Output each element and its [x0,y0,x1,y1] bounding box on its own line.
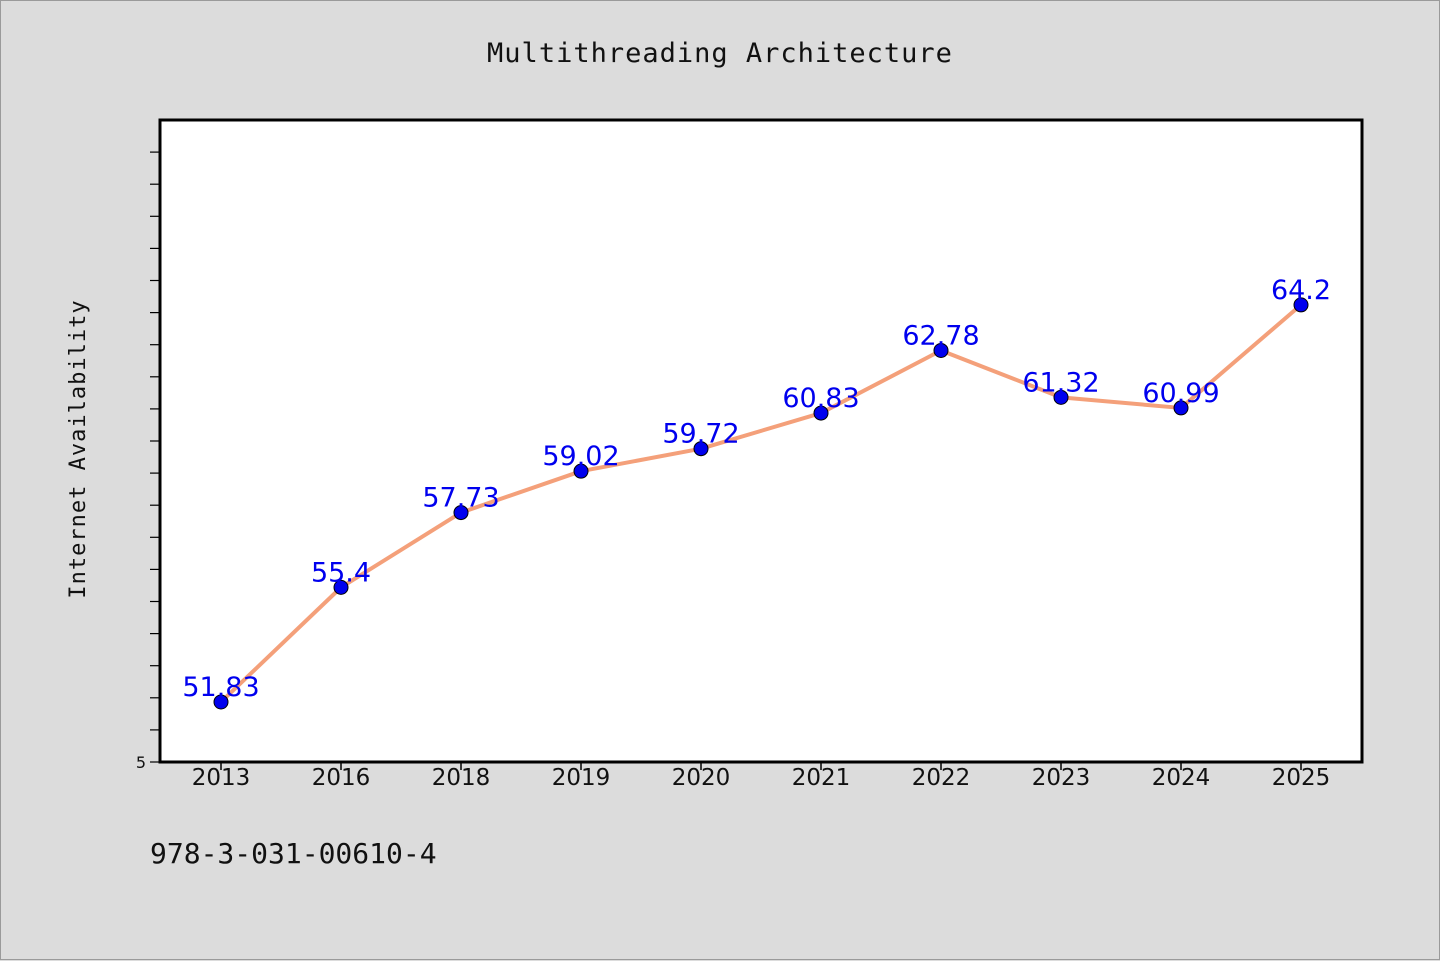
y-axis-label: Internet Availability [66,299,91,598]
data-label: 55.4 [311,557,371,588]
isbn-footer: 978-3-031-00610-4 [150,837,437,870]
data-point [453,505,469,521]
x-tick-label: 2022 [912,765,971,791]
y-axis-ticks: 5 [136,151,160,772]
data-point [813,405,829,421]
x-tick-label: 2019 [552,765,611,791]
x-tick-label: 2023 [1032,765,1091,791]
data-point [693,441,709,457]
plot-area [158,118,1364,764]
x-tick-label: 2018 [432,765,491,791]
data-label: 62.78 [902,320,979,351]
data-point [1053,389,1069,405]
data-label: 61.32 [1022,367,1099,398]
x-tick-label: 2016 [312,765,371,791]
data-point [1293,297,1309,313]
data-label: 57.73 [422,483,499,514]
data-label: 51.83 [182,672,259,703]
data-label: 59.02 [542,441,619,472]
y-tick-label: 5 [136,753,146,772]
data-point [933,342,949,358]
x-axis-ticks: 2013 2016 2018 2019 2020 2021 2022 2023 2024 2025 [192,762,1331,791]
data-point [213,694,229,710]
x-tick-label: 2025 [1272,765,1331,791]
data-label: 60.83 [782,383,859,414]
data-labels: 51.83 55.4 57.73 59.02 59.72 60.83 62.78 61.32 6… [182,275,1331,703]
data-point [1173,400,1189,416]
data-label: 59.72 [662,419,739,450]
x-tick-label: 2024 [1152,765,1211,791]
series-layer [213,297,1309,710]
x-tick-label: 2021 [792,765,851,791]
data-label: 60.99 [1142,378,1219,409]
data-label: 64.2 [1271,275,1331,306]
data-point [573,463,589,479]
data-point [333,579,349,595]
series-line [219,302,1303,704]
x-tick-label: 2020 [672,765,731,791]
chart-title: Multithreading Architecture [487,38,953,69]
x-tick-label: 2013 [192,765,251,791]
